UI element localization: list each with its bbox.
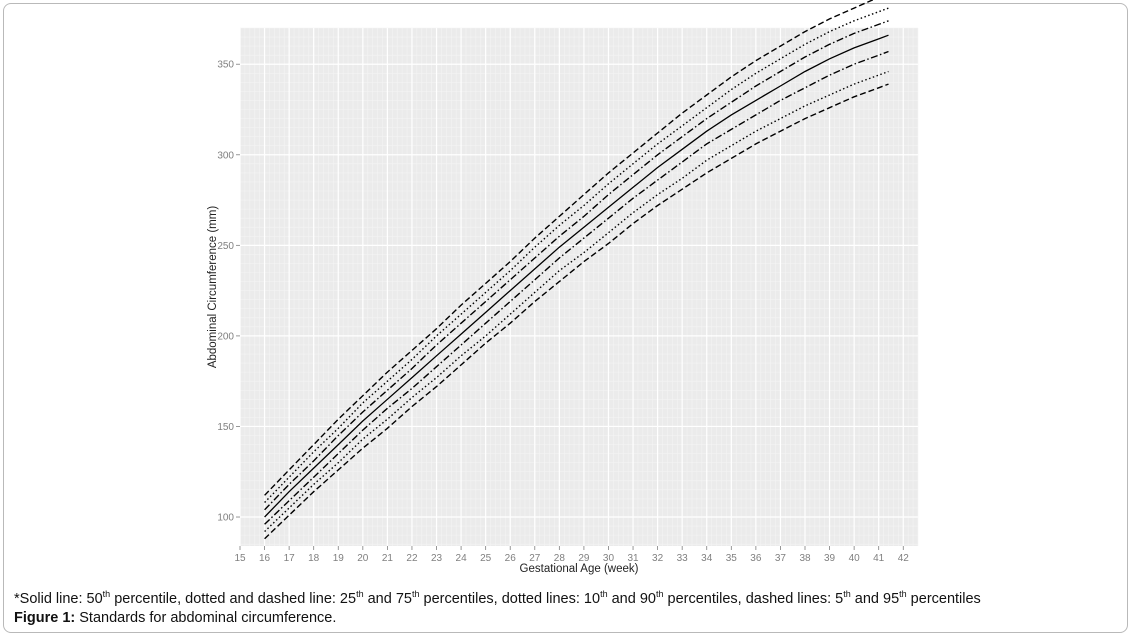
x-tick-label: 27: [529, 553, 541, 564]
caption-note: *Solid line: 50th percentile, dotted and…: [14, 589, 981, 607]
y-tick-label: 350: [217, 60, 234, 71]
percentile-line-solid-3: [264, 34, 889, 518]
percentile-line-dotdash-4: [264, 20, 889, 511]
y-tick-label: 250: [217, 241, 234, 252]
percentile-line-dotted-1: [264, 70, 889, 533]
percentile-line-dotdash-2: [264, 50, 889, 525]
x-tick-label: 38: [799, 553, 811, 564]
figure-caption: *Solid line: 50th percentile, dotted and…: [14, 590, 1114, 628]
figure-title: Standards for abdominal circumference.: [75, 610, 337, 626]
x-tick-label: 37: [775, 553, 787, 564]
x-tick-label: 22: [406, 553, 418, 564]
x-tick-label: 23: [431, 553, 443, 564]
x-tick-label: 29: [578, 553, 590, 564]
y-tick-labels: 100 150 200 250 300 350: [217, 60, 240, 524]
x-tick-label: 26: [505, 553, 517, 564]
x-tick-label: 39: [824, 553, 836, 564]
x-tick-label: 18: [308, 553, 320, 564]
x-tick-label: 16: [259, 553, 271, 564]
x-tick-label: 36: [750, 553, 762, 564]
x-tick-label: 24: [456, 553, 468, 564]
x-tick-label: 17: [284, 553, 296, 564]
x-tick-label: 35: [726, 553, 738, 564]
x-tick-labels: 15 16 17 18 19 20 21 22 23 24 25 26 27 28 29 30 31 32 33 34…: [234, 546, 909, 564]
y-tick-label: 200: [217, 331, 234, 342]
x-tick-label: 41: [873, 553, 885, 564]
x-tick-label: 21: [382, 553, 394, 564]
x-tick-label: 30: [603, 553, 615, 564]
x-tick-label: 25: [480, 553, 492, 564]
x-tick-label: 32: [652, 553, 664, 564]
figure-label: Figure 1:: [14, 610, 76, 626]
x-tick-label: 28: [554, 553, 566, 564]
x-tick-label: 34: [701, 553, 713, 564]
y-tick-label: 100: [217, 513, 234, 524]
y-tick-label: 150: [217, 422, 234, 433]
x-tick-label: 33: [677, 553, 689, 564]
percentile-line-dotted-5: [264, 7, 889, 503]
x-tick-label: 40: [849, 553, 861, 564]
x-tick-label: 15: [234, 553, 246, 564]
percentile-line-dashed-6: [264, 0, 875, 496]
x-tick-label: 20: [357, 553, 369, 564]
percentile-lines: [264, 0, 889, 540]
caption-figure-title: Figure 1: Standards for abdominal circum…: [14, 609, 1114, 628]
x-tick-label: 31: [627, 553, 639, 564]
x-tick-label: 19: [333, 553, 345, 564]
x-axis-title: Gestational Age (week): [520, 563, 639, 575]
y-tick-label: 300: [217, 150, 234, 161]
percentile-line-dashed-0: [264, 83, 889, 540]
x-tick-label: 42: [898, 553, 910, 564]
y-axis-title: Abdominal Circumference (mm): [207, 206, 219, 368]
abdominal-circumference-chart: 15 16 17 18 19 20 21 22 23 24 25 26 27 28 29 30 31 32 33 34…: [207, 0, 919, 575]
